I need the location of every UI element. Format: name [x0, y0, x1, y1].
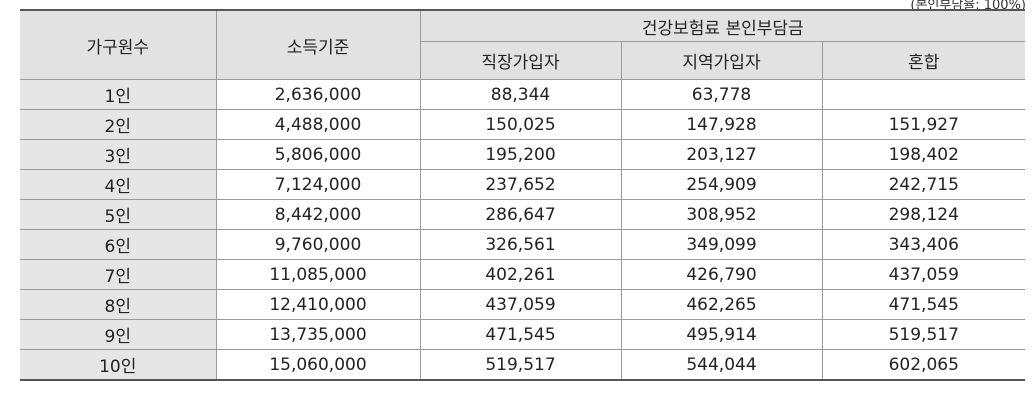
cell-income: 2,636,000 — [215, 79, 421, 110]
header-income: 소득기준 — [215, 9, 421, 80]
cell-income: 4,488,000 — [215, 109, 421, 140]
table-row: 9인 13,735,000 471,545 495,914 519,517 — [20, 319, 1026, 350]
cell-regional: 462,265 — [620, 289, 823, 320]
cell-workplace: 326,561 — [419, 229, 622, 260]
cell-regional: 147,928 — [620, 109, 823, 140]
cell-household: 1인 — [20, 79, 217, 110]
cell-household: 8인 — [20, 289, 217, 320]
table-row: 10인 15,060,000 519,517 544,044 602,065 — [20, 349, 1026, 381]
cell-household: 3인 — [20, 139, 217, 170]
cell-mixed: 519,517 — [821, 319, 1026, 350]
header-workplace: 직장가입자 — [420, 41, 622, 80]
cell-income: 11,085,000 — [215, 259, 421, 290]
cell-household: 5인 — [20, 199, 217, 230]
cell-household: 4인 — [20, 169, 217, 200]
cell-mixed: 151,927 — [821, 109, 1026, 140]
cell-income: 5,806,000 — [215, 139, 421, 170]
cell-household: 7인 — [20, 259, 217, 290]
cell-income: 13,735,000 — [215, 319, 421, 350]
cell-mixed: 198,402 — [821, 139, 1026, 170]
cell-mixed — [821, 79, 1026, 110]
cell-income: 9,760,000 — [215, 229, 421, 260]
cell-workplace: 195,200 — [419, 139, 622, 170]
table-row: 5인 8,442,000 286,647 308,952 298,124 — [20, 199, 1026, 230]
cell-regional: 254,909 — [620, 169, 823, 200]
header-premium-group: 건강보험료 본인부담금 — [419, 9, 1026, 42]
cell-income: 12,410,000 — [215, 289, 421, 320]
cell-workplace: 519,517 — [419, 349, 622, 381]
premium-table: 가구원수 소득기준 건강보험료 본인부담금 직장가입자 지역가입자 혼합 1인 2… — [20, 9, 1026, 381]
cell-workplace: 237,652 — [419, 169, 622, 200]
cell-regional: 544,044 — [620, 349, 823, 381]
cell-household: 10인 — [20, 349, 217, 381]
table-row: 6인 9,760,000 326,561 349,099 343,406 — [20, 229, 1026, 260]
cell-regional: 203,127 — [620, 139, 823, 170]
header-regional: 지역가입자 — [620, 41, 823, 80]
cell-regional: 63,778 — [620, 79, 823, 110]
table-row: 1인 2,636,000 88,344 63,778 — [20, 79, 1026, 110]
cell-mixed: 602,065 — [821, 349, 1026, 381]
cell-household: 2인 — [20, 109, 217, 140]
table-row: 3인 5,806,000 195,200 203,127 198,402 — [20, 139, 1026, 170]
table-row: 8인 12,410,000 437,059 462,265 471,545 — [20, 289, 1026, 320]
table-header: 가구원수 소득기준 건강보험료 본인부담금 직장가입자 지역가입자 혼합 — [20, 9, 1026, 80]
table-row: 2인 4,488,000 150,025 147,928 151,927 — [20, 109, 1026, 140]
cell-workplace: 437,059 — [419, 289, 622, 320]
cell-income: 7,124,000 — [215, 169, 421, 200]
cell-workplace: 88,344 — [419, 79, 622, 110]
cell-regional: 349,099 — [620, 229, 823, 260]
table-body: 1인 2,636,000 88,344 63,778 2인 4,488,000 150,02… — [20, 79, 1026, 381]
cell-income: 8,442,000 — [215, 199, 421, 230]
header-household: 가구원수 — [20, 9, 217, 80]
cell-household: 6인 — [20, 229, 217, 260]
cell-household: 9인 — [20, 319, 217, 350]
table-row: 7인 11,085,000 402,261 426,790 437,059 — [20, 259, 1026, 290]
cell-mixed: 343,406 — [821, 229, 1026, 260]
cell-mixed: 471,545 — [821, 289, 1026, 320]
cell-workplace: 150,025 — [419, 109, 622, 140]
header-mixed: 혼합 — [821, 41, 1026, 80]
header-row-top: 가구원수 소득기준 건강보험료 본인부담금 — [20, 9, 1026, 80]
cell-mixed: 242,715 — [821, 169, 1026, 200]
table-row: 4인 7,124,000 237,652 254,909 242,715 — [20, 169, 1026, 200]
cell-workplace: 286,647 — [419, 199, 622, 230]
cell-regional: 308,952 — [620, 199, 823, 230]
cell-workplace: 471,545 — [419, 319, 622, 350]
cell-mixed: 298,124 — [821, 199, 1026, 230]
cell-mixed: 437,059 — [821, 259, 1026, 290]
cell-workplace: 402,261 — [419, 259, 622, 290]
cell-regional: 495,914 — [620, 319, 823, 350]
cell-income: 15,060,000 — [215, 349, 421, 381]
cell-regional: 426,790 — [620, 259, 823, 290]
